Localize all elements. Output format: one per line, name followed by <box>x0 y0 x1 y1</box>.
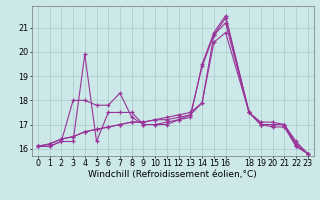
X-axis label: Windchill (Refroidissement éolien,°C): Windchill (Refroidissement éolien,°C) <box>88 170 257 179</box>
